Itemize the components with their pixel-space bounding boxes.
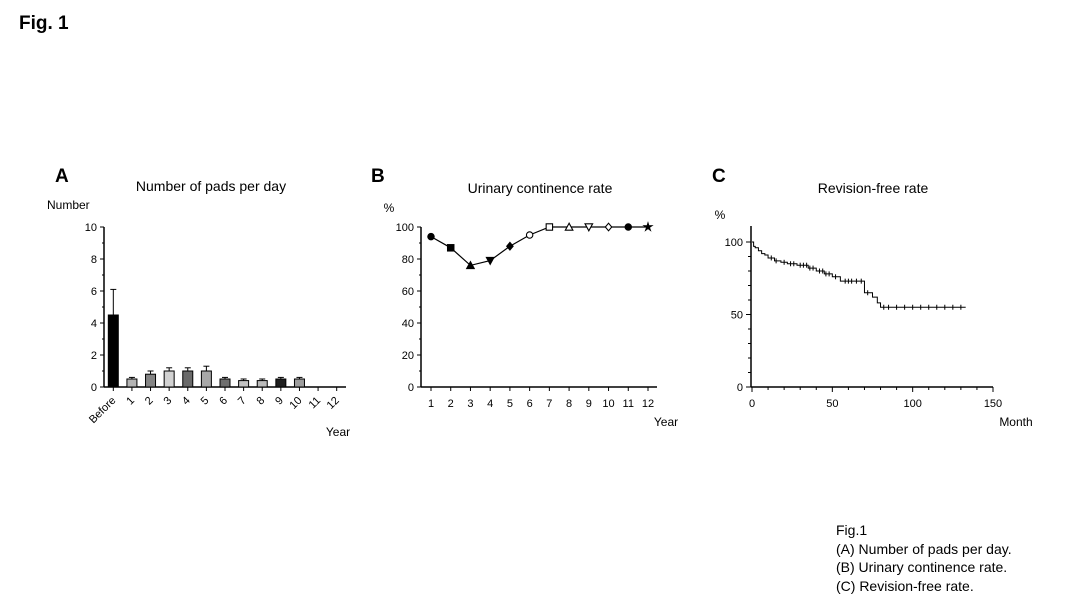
chart-c-ylabel: % (715, 208, 726, 222)
chart-a-x-tick-label: 9 (273, 395, 286, 408)
chart-b-point (604, 222, 613, 232)
chart-a-title: Number of pads per day (136, 178, 286, 194)
chart-b-x-tick-label: 10 (602, 398, 614, 410)
chart-b-point (525, 231, 534, 239)
panel-c-letter: C (712, 166, 726, 187)
chart-a-bar (219, 378, 231, 388)
chart-a-x-tick-label: 8 (255, 395, 268, 408)
chart-a-x-tick-label: 12 (325, 395, 342, 412)
chart-a-bar (126, 378, 138, 388)
chart-a-ylabel: Number (47, 198, 90, 212)
chart-a-bar (107, 314, 119, 388)
chart-a-y-tick-label: 6 (91, 286, 97, 298)
chart-b-point (465, 260, 476, 270)
chart-b-x-tick-label: 2 (448, 398, 454, 410)
chart-b-point (427, 232, 435, 241)
chart-b-x-tick-label: 6 (527, 398, 533, 410)
chart-b-y-tick-label: 60 (402, 286, 414, 298)
chart-b-point (584, 223, 594, 232)
chart-b-point (642, 221, 654, 232)
chart-b-y-tick-label: 20 (402, 350, 414, 362)
chart-c-title: Revision-free rate (818, 180, 929, 196)
chart-a-x-tick-label: 11 (307, 395, 324, 412)
chart-b-series-line (430, 226, 648, 267)
chart-a-x-tick-label: 7 (236, 395, 249, 408)
caption-line: (A) Number of pads per day. (836, 540, 1012, 557)
chart-a-y-tick-label: 4 (91, 318, 97, 330)
chart-b-y-tick-label: 0 (408, 382, 414, 394)
chart-a-bar (256, 380, 268, 388)
figure-title: Fig. 1 (19, 13, 69, 34)
chart-b-point (564, 222, 574, 231)
chart-b-y-tick-label: 40 (402, 318, 414, 330)
chart-a-x-tick-label: 6 (217, 395, 230, 408)
chart-a-bar (238, 380, 250, 388)
chart-a-y-tick-label: 2 (91, 350, 97, 362)
chart-c-xlabel: Month (999, 415, 1032, 429)
chart-a-bar (200, 370, 212, 388)
chart-b-y-tick-label: 100 (396, 222, 414, 234)
chart-c-x-tick-label: 150 (984, 398, 1002, 410)
chart-a-y-tick-label: 8 (91, 254, 97, 266)
chart-a-x-tick-label: 3 (161, 395, 174, 408)
chart-c-y-tick-label: 100 (725, 237, 743, 249)
chart-b-x-tick-label: 8 (566, 398, 572, 410)
chart-b-y-tick-label: 80 (402, 254, 414, 266)
panel-a-letter: A (55, 166, 69, 187)
chart-a-bar (145, 373, 157, 388)
panel-b-letter: B (371, 166, 385, 187)
chart-a-x-tick-label: 4 (180, 395, 193, 408)
chart-b-x-tick-label: 4 (487, 398, 493, 410)
chart-a-x-tick-label: 10 (287, 395, 304, 412)
chart-b-x-tick-label: 3 (467, 398, 473, 410)
chart-a-x-tick-label: 1 (124, 395, 137, 408)
chart-b-point (505, 241, 514, 251)
chart-b-x-tick-label: 11 (623, 398, 634, 410)
chart-b-point (545, 223, 554, 231)
chart-c-y-tick-label: 50 (731, 310, 743, 322)
chart-c-x-tick-label: 100 (903, 398, 921, 410)
chart-b-x-tick-label: 7 (546, 398, 552, 410)
chart-a-x-tick-label: 5 (199, 395, 212, 408)
chart-a-xlabel: Year (326, 425, 350, 439)
chart-a-x-tick-label: Before (87, 395, 118, 426)
chart-c: 0 50 100 0 50 100 150 (725, 226, 1002, 410)
chart-a-bar (293, 378, 305, 388)
chart-c-y-tick-label: 0 (737, 382, 743, 394)
figure-caption: Fig.1 (A) Number of pads per day. (B) Ur… (836, 521, 1012, 595)
chart-b-point (446, 244, 455, 252)
chart-b-point (624, 223, 633, 231)
chart-b-x-tick-label: 12 (642, 398, 654, 410)
caption-line: (B) Urinary continence rate. (836, 559, 1008, 575)
chart-a-y-tick-label: 10 (85, 222, 97, 234)
chart-b-x-tick-label: 1 (428, 398, 434, 410)
chart-c-x-tick-label: 0 (749, 398, 755, 410)
chart-a-y-tick-label: 0 (91, 382, 97, 394)
chart-b-ylabel: % (384, 201, 395, 215)
chart-b-point (485, 256, 495, 266)
chart-b-xlabel: Year (654, 415, 678, 429)
chart-a-bar (275, 378, 287, 388)
chart-b-x-tick-label: 5 (507, 398, 513, 410)
caption-line: (C) Revision-free rate. (836, 577, 974, 594)
chart-c-survival-curve (752, 241, 966, 308)
chart-a-x-tick-label: 2 (143, 395, 156, 408)
chart-b-x-tick-label: 9 (586, 398, 592, 410)
chart-a-bar (182, 370, 194, 388)
chart-b-title: Urinary continence rate (468, 180, 613, 196)
caption-line: Fig.1 (836, 522, 868, 538)
chart-a-bar (163, 370, 175, 388)
chart-c-x-tick-label: 50 (826, 398, 838, 410)
